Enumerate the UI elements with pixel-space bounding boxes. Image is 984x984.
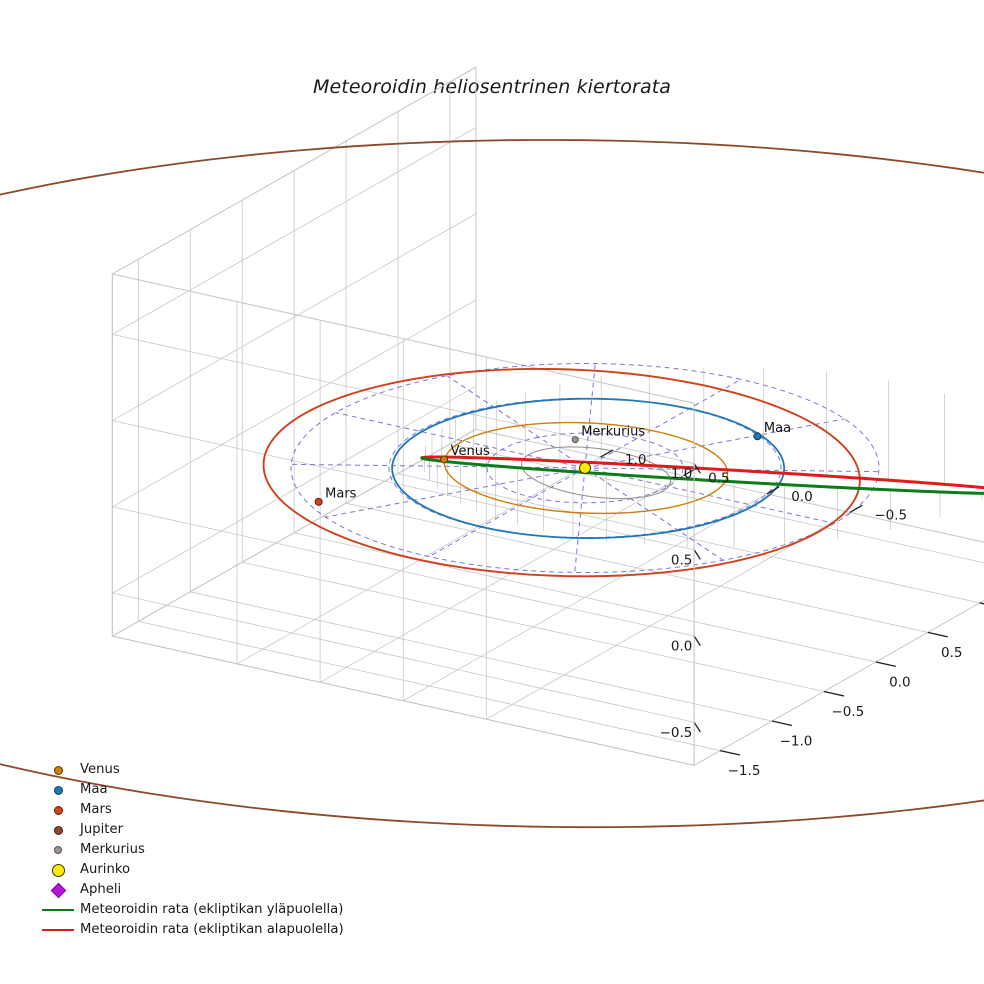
legend-item-label: Maa: [80, 782, 108, 797]
legend-item[interactable]: Mars: [36, 800, 344, 820]
axis-tick-label: 0.5: [671, 552, 692, 568]
legend-dot-icon: [53, 785, 63, 795]
legend-item-label: Meteoroidin rata (ekliptikan yläpuolella…: [80, 902, 344, 917]
legend-item[interactable]: Venus: [36, 760, 344, 780]
planet-orbits: [0, 139, 984, 829]
axis-tick-label: 0.0: [791, 489, 812, 505]
legend-dot-icon: [53, 805, 63, 815]
legend-line-icon: [36, 920, 80, 940]
axis-tick-label: −0.5: [660, 725, 693, 741]
page-title: Meteoroidin heliosentrinen kiertorata: [313, 76, 671, 98]
axis-tick-label: 0.5: [708, 470, 729, 486]
body-marker-merkurius: Merkurius: [571, 425, 645, 444]
legend-line-icon: [36, 900, 80, 920]
legend-item-label: Apheli: [80, 882, 122, 897]
body-marker-maa: Maa: [753, 421, 791, 441]
legend-marker-icon: [36, 780, 80, 800]
axis-tick-label: −0.5: [874, 507, 907, 523]
meteoroid-orbit: [420, 455, 984, 495]
legend-marker-icon: [36, 840, 80, 860]
legend-item-label: Merkurius: [80, 842, 145, 857]
legend-marker-icon: [36, 860, 80, 880]
legend-item[interactable]: Merkurius: [36, 840, 344, 860]
legend-item-label: Mars: [80, 802, 112, 817]
body-label-merkurius: Merkurius: [581, 425, 645, 440]
axes-panes: [110, 66, 984, 766]
legend-item-label: Aurinko: [80, 862, 131, 877]
body-marker-mars: Mars: [314, 486, 357, 506]
body-label-maa: Maa: [764, 421, 791, 436]
legend-dot-icon: [53, 825, 63, 835]
legend-item[interactable]: Aurinko: [36, 860, 344, 880]
legend-item[interactable]: Meteoroidin rata (ekliptikan alapuolella…: [36, 920, 344, 940]
legend-marker-icon: [36, 760, 80, 780]
legend-dot-icon: [51, 863, 65, 877]
body-label-mars: Mars: [325, 486, 357, 501]
axis-tick-label: −1.5: [728, 763, 761, 779]
legend-marker-icon: [36, 820, 80, 840]
legend-item-label: Venus: [80, 762, 120, 777]
legend: Venus Maa Mars Jupiter Merkurius Aurinko Aphel…: [36, 760, 344, 940]
axis-tick-label: 0.5: [941, 645, 962, 661]
axis-tick-label: −0.5: [831, 704, 864, 720]
axis-tick-label: 1.0: [625, 452, 646, 468]
legend-item[interactable]: Jupiter: [36, 820, 344, 840]
axis-tick-label: −1.0: [780, 733, 813, 749]
orbit-droplines: [421, 367, 983, 547]
legend-line-swatch: [42, 929, 74, 931]
body-label-venus: Venus: [451, 444, 490, 459]
legend-marker-icon: [36, 800, 80, 820]
legend-dot-icon: [54, 846, 62, 854]
axis-tick-label: 0.0: [671, 639, 692, 655]
legend-item[interactable]: Apheli: [36, 880, 344, 900]
axis-ticks: −1.5−1.0−0.50.00.51.01.5−0.50.00.51.01.0…: [600, 403, 984, 779]
legend-dot-icon: [53, 765, 63, 775]
legend-item[interactable]: Maa: [36, 780, 344, 800]
legend-diamond-icon: [50, 882, 66, 898]
planet-markers: Merkurius Venus Maa Mars: [314, 421, 791, 506]
legend-item-label: Jupiter: [80, 822, 123, 837]
legend-marker-icon: [36, 880, 80, 900]
body-marker-aurinko: [579, 462, 591, 474]
legend-item-label: Meteoroidin rata (ekliptikan alapuolella…: [80, 922, 344, 937]
legend-line-swatch: [42, 909, 74, 911]
legend-item[interactable]: Meteoroidin rata (ekliptikan yläpuolella…: [36, 900, 344, 920]
body-marker-venus: Venus: [440, 444, 490, 464]
axis-tick-label: 1.0: [671, 466, 692, 482]
axis-tick-label: 0.0: [889, 674, 910, 690]
